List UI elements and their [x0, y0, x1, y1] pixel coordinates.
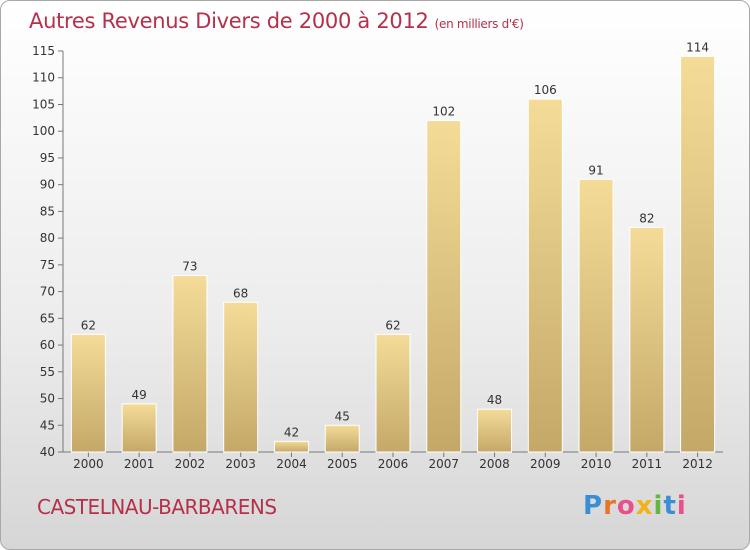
y-tick-label: 55 — [40, 365, 55, 379]
bar-2007 — [426, 120, 462, 453]
x-tick-label: 2008 — [479, 457, 510, 471]
data-label: 68 — [233, 286, 248, 300]
y-tick-label: 85 — [40, 204, 55, 218]
y-tick-label: 60 — [40, 338, 55, 352]
chart-title-text: Autres Revenus Divers de 2000 à 2012 — [29, 9, 429, 33]
x-tick-label: 2006 — [378, 457, 409, 471]
y-tick-label: 100 — [32, 124, 55, 138]
logo-letter: i — [676, 491, 687, 521]
x-tick-label: 2011 — [632, 457, 663, 471]
bar-2005 — [324, 424, 360, 453]
x-tick-label: 2005 — [327, 457, 358, 471]
y-tick-label: 110 — [32, 71, 55, 85]
logo-letter: r — [603, 491, 617, 521]
data-label: 45 — [335, 409, 350, 423]
chart-title: Autres Revenus Divers de 2000 à 2012 (en … — [29, 9, 524, 33]
bar-2006 — [375, 333, 411, 453]
y-tick-label: 95 — [40, 151, 55, 165]
logo-letter: i — [653, 491, 664, 521]
x-tick-label: 2003 — [225, 457, 256, 471]
data-label: 73 — [182, 260, 197, 274]
data-label: 82 — [639, 211, 654, 225]
y-tick-label: 80 — [40, 231, 55, 245]
x-tick-label: 2010 — [581, 457, 612, 471]
x-tick-label: 2002 — [175, 457, 206, 471]
bar-2008 — [477, 408, 513, 453]
logo-letter: o — [616, 491, 636, 521]
data-label: 48 — [487, 393, 502, 407]
y-tick-label: 90 — [40, 178, 55, 192]
x-tick-label: 2012 — [682, 457, 713, 471]
data-label: 49 — [132, 388, 147, 402]
bar-2000 — [70, 333, 106, 453]
x-tick-label: 2000 — [73, 457, 104, 471]
bar-2011 — [629, 226, 665, 453]
bar-2001 — [121, 403, 157, 453]
x-tick-label: 2001 — [124, 457, 155, 471]
data-label: 91 — [588, 163, 603, 177]
y-tick-label: 65 — [40, 311, 55, 325]
bar-2004 — [273, 440, 309, 453]
bar-2003 — [223, 301, 259, 453]
y-tick-label: 40 — [40, 445, 55, 459]
bar-2009 — [527, 98, 563, 453]
data-label: 62 — [385, 318, 400, 332]
bar-2010 — [578, 178, 614, 453]
bar-2002 — [172, 275, 208, 453]
data-label: 102 — [432, 105, 455, 119]
y-tick-label: 70 — [40, 285, 55, 299]
x-tick-label: 2004 — [276, 457, 307, 471]
commune-name: CASTELNAU-BARBARENS — [37, 495, 277, 519]
bar-2012 — [680, 55, 716, 453]
data-label: 62 — [81, 318, 96, 332]
data-label: 114 — [686, 40, 709, 54]
data-label: 42 — [284, 425, 299, 439]
y-tick-label: 105 — [32, 97, 55, 111]
logo-letter: x — [635, 491, 654, 521]
proxiti-logo[interactable]: Proxiti — [583, 491, 687, 521]
y-tick-label: 45 — [40, 418, 55, 432]
logo-letter: t — [663, 491, 677, 521]
logo-letter: P — [583, 491, 604, 521]
x-tick-label: 2009 — [530, 457, 561, 471]
y-tick-label: 75 — [40, 258, 55, 272]
y-tick-label: 115 — [32, 44, 55, 58]
x-tick-label: 2007 — [428, 457, 459, 471]
chart-unit: (en milliers d'€) — [434, 17, 524, 31]
data-label: 106 — [534, 83, 557, 97]
y-tick-label: 50 — [40, 392, 55, 406]
